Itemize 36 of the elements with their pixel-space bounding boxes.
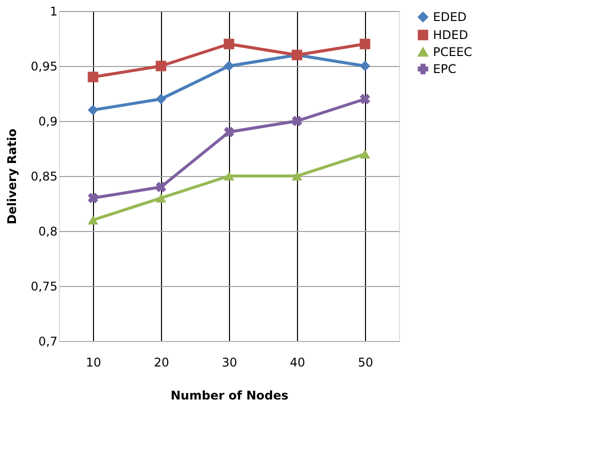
point: [360, 94, 370, 104]
legend-label: PCEEC: [433, 45, 472, 59]
y-tick-label: 0,8: [38, 224, 58, 238]
point: [88, 104, 98, 116]
point: [224, 171, 234, 181]
point: [224, 38, 234, 50]
x-axis-title: Number of Nodes: [170, 388, 288, 402]
point: [88, 215, 98, 225]
point: [156, 182, 166, 192]
point: [88, 192, 98, 204]
y-axis-title: Delivery Ratio: [4, 128, 19, 224]
y-tick-label: 0,75: [30, 280, 58, 294]
point: [360, 38, 370, 50]
point: [292, 171, 302, 181]
x-tick-label: 20: [154, 356, 170, 370]
point: [156, 94, 166, 104]
x-tick-label: 10: [86, 356, 102, 370]
point: [88, 72, 98, 82]
legend-label: HDED: [433, 28, 468, 42]
point: [156, 193, 166, 203]
point: [224, 126, 234, 138]
y-tick-label: 0,85: [30, 170, 58, 184]
y-tick-label: 0,7: [38, 334, 58, 348]
x-tick-label: 40: [290, 356, 306, 370]
point: [156, 60, 166, 72]
y-tick-label: 1: [50, 4, 58, 18]
legend-label: EPC: [433, 62, 456, 76]
point: [360, 60, 370, 72]
point: [224, 60, 234, 72]
point: [292, 116, 302, 126]
x-tick-label: 30: [222, 356, 238, 370]
x-tick-label: 50: [358, 356, 374, 370]
y-tick-label: 0,9: [38, 114, 58, 128]
legend-label: EDED: [433, 10, 467, 24]
y-tick-label: 0,95: [30, 60, 58, 74]
point: [360, 149, 370, 159]
